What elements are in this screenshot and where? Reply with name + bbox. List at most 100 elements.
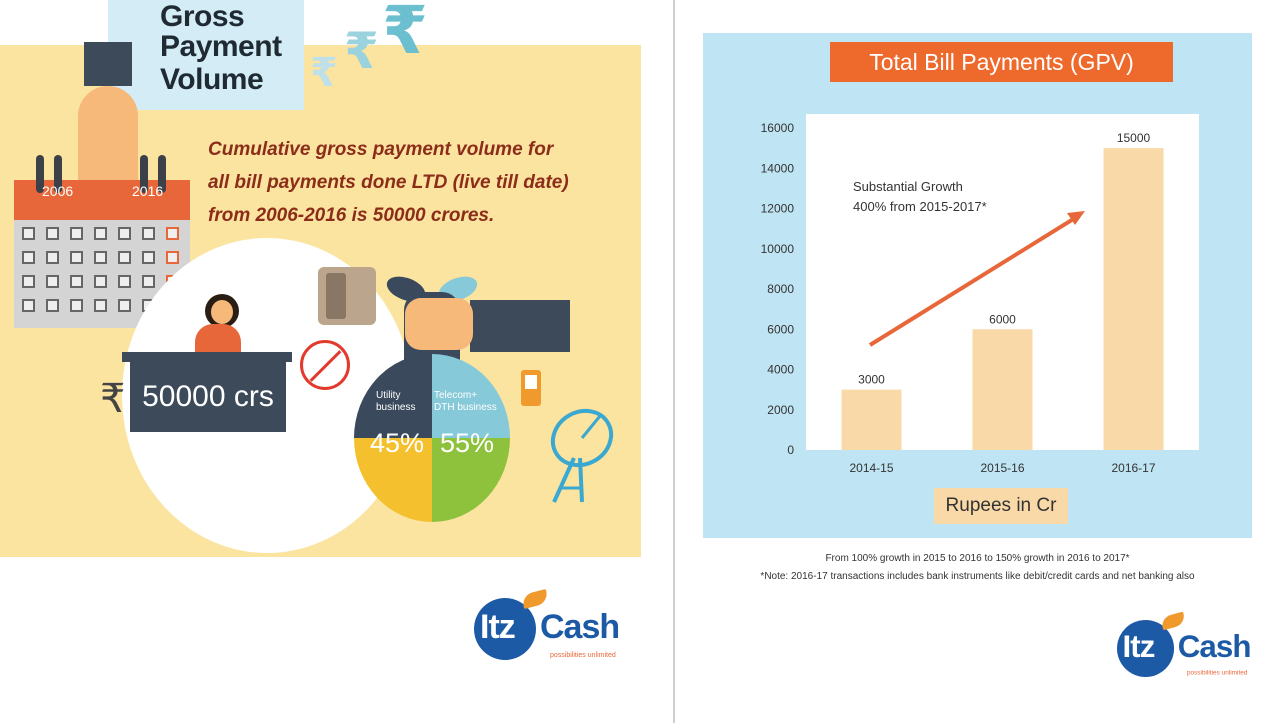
sleeve [470,300,570,352]
logo-tagline: possibilities unlimited [1186,669,1248,677]
calendar-ring [54,155,62,193]
y-tick-label: 14000 [761,161,795,175]
left-infographic: Gross Payment Volume ₹ ₹ ₹ Cumulative gr… [0,0,641,660]
growth-arrowhead [1067,211,1085,225]
y-tick-label: 8000 [767,282,794,296]
logo-flame-icon [520,588,550,610]
pie-segment-lower-left [354,438,432,522]
hand-icon [405,298,473,350]
logo-tagline: possibilities unlimited [550,652,616,659]
segment-label-utility: Utility business [376,390,415,414]
calendar-day-cell [46,299,59,312]
calendar-day-cell [94,275,107,288]
bag-pie: Utility business Telecom+ DTH business 4… [354,354,510,522]
y-tick-label: 4000 [767,363,794,377]
y-tick-label: 16000 [761,121,795,135]
calendar-day-cell [118,251,131,264]
y-tick-label: 12000 [761,202,795,216]
bar-data-label: 3000 [858,373,885,387]
logo-text-cash: Cash [1177,629,1252,665]
description-line: all bill payments done LTD (live till da… [208,172,569,193]
logo-text-cash: Cash [540,608,620,646]
logo-flame-icon [1159,611,1187,631]
calendar-day-cell [118,299,131,312]
title-line-3: Volume [160,63,264,96]
calendar-day-cell [94,299,107,312]
calendar-day-cell [166,251,179,264]
bar [1103,148,1164,450]
x-axis-label-box: Rupees in Cr [934,488,1068,524]
growth-arrow [868,216,1077,347]
telephone-icon [318,267,376,325]
x-tick-label: 2015-16 [980,461,1024,475]
satellite-dish-icon [550,408,614,503]
segment-percent-telecom: 55% [440,428,495,458]
segment-percent-utility: 45% [370,428,425,458]
annotation-line: Substantial Growth [853,179,963,194]
title-line-2: Payment [160,30,282,63]
calendar-day-cell [22,275,35,288]
bar-data-label: 6000 [989,312,1016,326]
bar-data-label: 15000 [1117,131,1151,145]
description-line: from 2006-2016 is 50000 crores. [208,205,495,226]
logo-text-itz: Itz [480,608,516,646]
footnote-growth: From 100% growth in 2015 to 2016 to 150%… [825,553,1130,564]
x-tick-label: 2014-15 [849,461,893,475]
bar-chart: 0 2000 4000 6000 8000 10000 12000 14000 16000 30… [761,114,1199,475]
desk [130,362,286,432]
calendar-day-cell [22,227,35,240]
calendar-day-cell [70,227,83,240]
bar [841,389,902,450]
hand-sleeve [84,42,132,86]
chart-title-box: Total Bill Payments (GPV) [830,42,1173,82]
segment-label-line: DTH business [434,402,497,413]
calendar-day-cell [70,299,83,312]
rupee-icon: ₹ [310,50,338,96]
calendar-day-cell [46,227,59,240]
pie-segment-telecom [432,354,510,438]
description: Cumulative gross payment volume for all … [208,133,628,232]
calendar-year-end: 2016 [132,183,164,199]
calendar-day-cell [22,299,35,312]
desk-top [122,352,292,362]
panel-divider [673,0,675,723]
calendar-ring [158,155,166,193]
calendar-day-cell [46,275,59,288]
mobile-phone-icon [521,370,541,406]
logo-text-itz: Itz [1122,629,1156,665]
footnote-note: *Note: 2016-17 transactions includes ban… [760,571,1195,582]
annotation-line: 400% from 2015-2017* [853,199,987,214]
calendar-day-cell [70,275,83,288]
x-tick-label: 2016-17 [1111,461,1155,475]
description-line: Cumulative gross payment volume for [208,139,554,160]
segment-label-telecom: Telecom+ DTH business [434,390,497,414]
y-tick-label: 6000 [767,322,794,336]
segment-label-line: Utility [376,390,401,401]
calendar-day-cell [22,251,35,264]
bar [972,329,1033,450]
calendar-ring [140,155,148,193]
rupee-icon: ₹ [382,0,428,69]
segment-label-line: business [376,402,416,413]
title-line-1: Gross [160,0,245,33]
calendar-day-cell [94,251,107,264]
hand-icon [78,86,138,196]
y-tick-label: 2000 [767,403,794,417]
pie-segment-utility [354,354,432,438]
calendar-day-cell [70,251,83,264]
rupee-icon: ₹ [344,22,379,80]
pie-segment-lower-right [432,438,510,522]
calendar-day-cell [118,227,131,240]
rupee-icon: ₹ [100,376,126,422]
calendar-day-cell [142,227,155,240]
calendar-ring [36,155,44,193]
calendar-day-cell [142,275,155,288]
calendar-year-start: 2006 [42,183,74,199]
calendar-day-cell [94,227,107,240]
chart-title: Total Bill Payments (GPV) [869,49,1134,75]
person-face [211,300,233,324]
segment-label-line: Telecom+ [434,390,478,401]
right-chart-panel: Total Bill Payments (GPV) 0 2000 4000 6000 8… [675,0,1280,723]
calendar-day-cell [142,251,155,264]
calendar-day-cell [118,275,131,288]
